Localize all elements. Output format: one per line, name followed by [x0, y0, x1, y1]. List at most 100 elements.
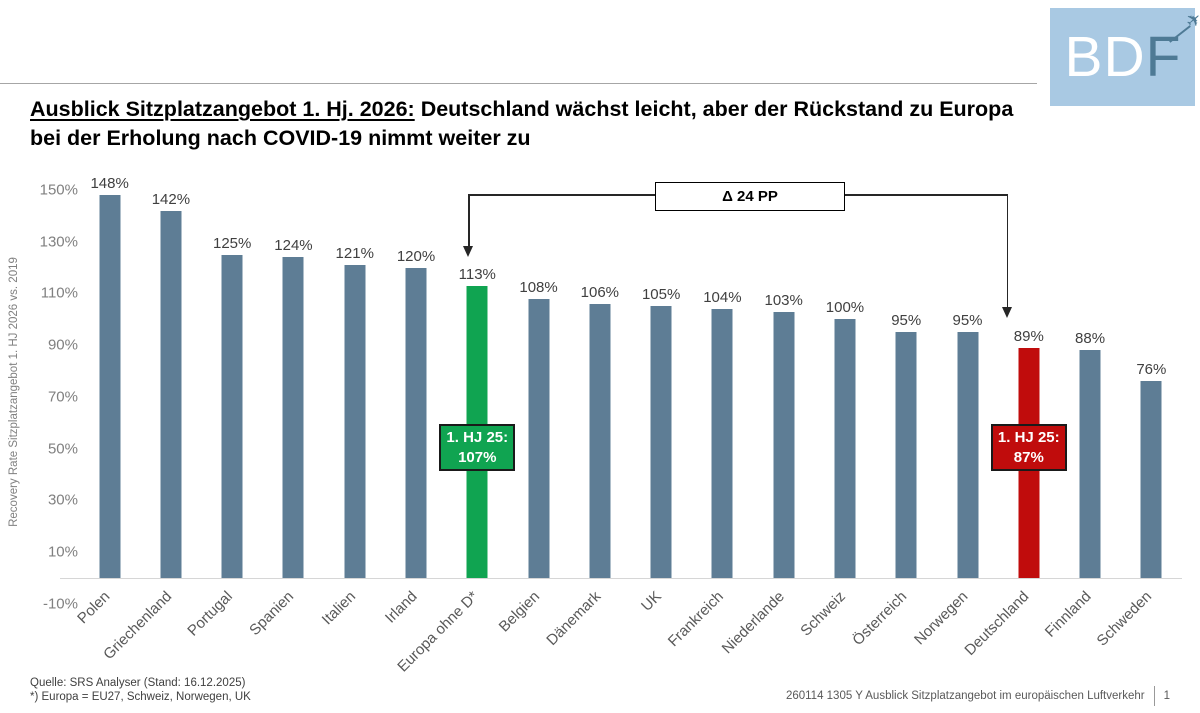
bar-slot: 100% — [814, 175, 875, 578]
y-axis-tick-label: 90% — [47, 336, 78, 354]
bar — [1079, 350, 1101, 578]
bar — [773, 311, 795, 578]
callout-line-2: 107% — [458, 448, 497, 466]
delta-annotation-box: Δ 24 PP — [655, 182, 845, 211]
bar — [711, 309, 733, 578]
delta-connector-left — [468, 194, 655, 196]
callout-line-2: 87% — [1013, 448, 1044, 466]
bar-value-label: 124% — [274, 237, 313, 255]
bar-value-label: 105% — [641, 286, 681, 304]
y-axis-ticks: 150% 130% 110% 90% 70% 50% 30% 10% -10% — [22, 175, 78, 613]
y-axis-tick-label: -10% — [42, 595, 78, 613]
bar-slot: 105% — [631, 175, 692, 578]
bar — [160, 210, 182, 578]
bar-callout-label: 1. HJ 25: 87% — [990, 424, 1067, 471]
y-axis-tick-label: 70% — [47, 388, 78, 406]
page-title: Ausblick Sitzplatzangebot 1. Hj. 2026: D… — [30, 95, 1022, 153]
bar-slot: 106% — [569, 175, 630, 578]
bar-value-label: 95% — [952, 312, 983, 330]
doc-ref-text: 260114 1305 Y Ausblick Sitzplatzangebot … — [785, 690, 1145, 702]
y-axis-tick-label: 50% — [47, 440, 78, 458]
delta-annotation-label: Δ 24 PP — [722, 188, 778, 205]
x-axis-label: Italien — [318, 588, 359, 629]
y-axis-tick-label: 110% — [40, 284, 78, 302]
bar-slot: 142% — [140, 175, 201, 578]
source-line-2: *) Europa = EU27, Schweiz, Norwegen, UK — [30, 691, 251, 704]
bar-slot: 89% 1. HJ 25: 87% — [990, 175, 1067, 578]
title-rest: Deutschland wächst leicht, aber der Rück… — [30, 97, 1014, 150]
bar — [589, 303, 611, 578]
x-axis-label: Finnland — [1041, 588, 1095, 641]
bar — [344, 265, 366, 578]
delta-arrow-line-right — [1006, 194, 1009, 307]
bar — [221, 254, 243, 578]
x-axis-label: Polen — [74, 588, 114, 628]
bar-slot: 76% — [1121, 175, 1182, 578]
x-axis-label: Spanien — [246, 588, 298, 639]
x-axis-label: Niederlande — [718, 588, 788, 658]
bar-slot: 88% — [1059, 175, 1120, 578]
x-axis-label: Belgien — [495, 588, 543, 636]
y-axis-tick-label: 150% — [39, 181, 78, 199]
delta-arrow-line-left — [468, 194, 470, 246]
bar — [650, 306, 672, 578]
x-axis-line — [60, 578, 1182, 579]
x-axis-label: Österreich — [849, 588, 911, 649]
bar-slot: 125% — [202, 175, 263, 578]
logo-text-bd: BD — [1064, 24, 1146, 89]
bar — [895, 332, 917, 578]
logo-f-wrap: ✈ F — [1146, 7, 1200, 86]
bar — [834, 319, 856, 578]
bar-value-label: 113% — [458, 265, 496, 283]
bar-slot: 124% — [263, 175, 324, 578]
bar-value-label: 88% — [1075, 330, 1106, 348]
x-axis-label: Frankreich — [664, 588, 727, 651]
source-line-1: Quelle: SRS Analyser (Stand: 16.12.2025) — [30, 677, 246, 689]
bar — [282, 257, 304, 578]
x-axis-label: Irland — [381, 588, 421, 627]
page-number: 1 — [1163, 690, 1170, 702]
bar-callout-label: 1. HJ 25: 107% — [439, 424, 516, 471]
y-axis-tick-label: 130% — [39, 233, 78, 251]
x-axis-label: Schweden — [1093, 588, 1156, 650]
header-divider — [0, 83, 1037, 84]
bar-slot: 103% — [753, 175, 814, 578]
bar-value-label: 125% — [212, 234, 252, 252]
bar-slot: 108% — [508, 175, 569, 578]
bar-slot: 113% 1. HJ 25: 107% — [439, 175, 516, 578]
bar-slot: 120% — [385, 175, 446, 578]
bar-slot: 148% — [79, 175, 140, 578]
plot-area: 148% 142% 125% 124% 121% 120% 113% 1. HJ 25: 107… — [60, 175, 1182, 579]
logo-text-f: F — [1145, 24, 1181, 89]
x-axis-label: Dänemark — [542, 588, 604, 649]
delta-arrowhead-right — [1001, 307, 1012, 318]
x-axis-label: UK — [638, 588, 666, 615]
delta-connector-right — [845, 194, 1007, 196]
y-axis-title: Recovery Rate Sitzplatzangebot 1. HJ 202… — [8, 257, 20, 527]
callout-line-1: 1. HJ 25: — [446, 429, 509, 446]
document-reference: 260114 1305 Y Ausblick Sitzplatzangebot … — [786, 686, 1170, 706]
x-axis-labels: Polen Griechenland Portugal Spanien Italien I… — [75, 588, 1182, 683]
bar-value-label: 104% — [703, 289, 742, 306]
source-note: Quelle: SRS Analyser (Stand: 16.12.2025)… — [30, 676, 251, 705]
bar-value-label: 120% — [396, 247, 436, 265]
bar-value-label: 108% — [519, 278, 558, 296]
bar-slot: 104% — [692, 175, 753, 578]
bar-slot: 95% — [937, 175, 998, 578]
callout-line-1: 1. HJ 25: — [997, 429, 1060, 446]
bar-value-label: 106% — [580, 283, 620, 301]
x-axis-label: Norwegen — [911, 588, 972, 649]
bar-value-label: 148% — [90, 175, 129, 193]
bar-value-label: 103% — [764, 291, 803, 309]
x-axis-label: Deutschland — [961, 588, 1033, 659]
x-axis-label: Schweiz — [797, 588, 850, 640]
delta-arrowhead-left — [463, 246, 474, 257]
bar-value-label: 95% — [891, 312, 922, 330]
x-axis-label: Portugal — [184, 588, 237, 640]
y-axis-tick-label: 10% — [47, 543, 78, 561]
bar — [99, 195, 121, 578]
bar — [528, 298, 550, 578]
bar-slot: 95% — [876, 175, 937, 578]
bar — [957, 332, 978, 578]
bar-value-label: 100% — [825, 299, 865, 317]
